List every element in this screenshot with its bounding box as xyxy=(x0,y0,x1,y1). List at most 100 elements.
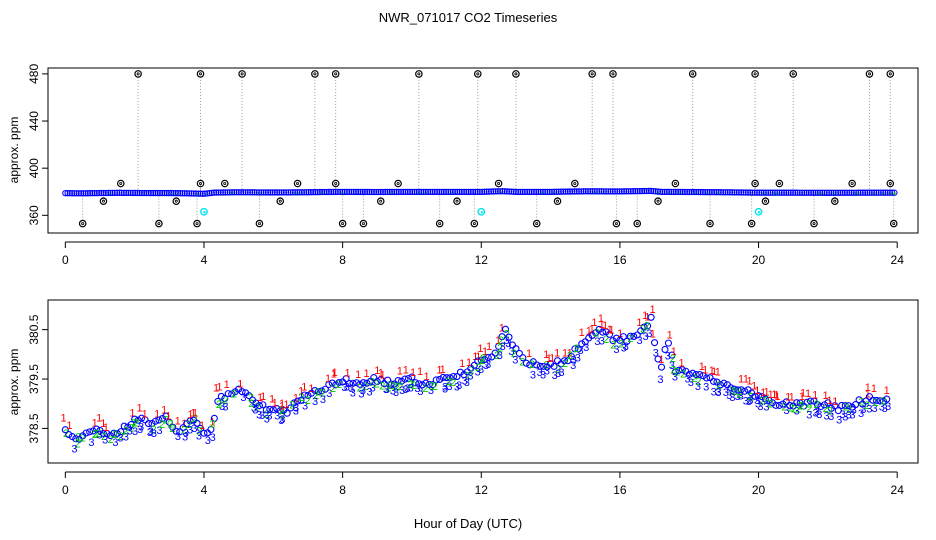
outlier-point-center xyxy=(867,72,871,76)
trend-point xyxy=(210,414,218,422)
outlier-point-center xyxy=(777,181,781,185)
trend-label-3: 3 xyxy=(613,344,619,356)
trend-point xyxy=(245,392,253,400)
baseline-point xyxy=(314,188,321,196)
trend-label-1: 1 xyxy=(549,352,555,364)
trend-label-1: 1 xyxy=(812,390,818,402)
trend-label-2: 2 xyxy=(96,428,102,440)
panel-top-all-measurements: approx. ppm 360 400 440 480 0 4 8 12 16 20 24 xyxy=(7,64,919,267)
trend-label-3: 3 xyxy=(196,430,202,442)
trend-label-2: 2 xyxy=(159,419,165,431)
trend-label-2: 2 xyxy=(465,370,471,382)
x-tick-label: 0 xyxy=(62,253,69,267)
trend-label-3: 3 xyxy=(755,399,761,411)
trend-label-3: 3 xyxy=(483,360,489,372)
baseline-point xyxy=(481,188,488,195)
trend-label-2: 2 xyxy=(475,362,481,374)
baseline-point xyxy=(857,189,864,196)
trend-point xyxy=(86,428,94,436)
outlier-point xyxy=(331,179,340,188)
baseline-point xyxy=(93,189,101,197)
trend-point xyxy=(803,398,811,406)
trend-point xyxy=(394,376,402,385)
trend-label-1: 1 xyxy=(644,312,650,324)
trend-point xyxy=(273,405,281,413)
trend-label-2: 2 xyxy=(394,382,400,394)
baseline-point xyxy=(469,188,477,196)
trend-point xyxy=(328,379,336,387)
baseline-point xyxy=(686,188,693,196)
trend-label-1: 1 xyxy=(711,366,717,378)
outlier-point-center xyxy=(892,222,896,226)
outlier-point-center xyxy=(753,72,757,76)
trend-label-3: 3 xyxy=(302,400,308,412)
trend-label-1: 1 xyxy=(751,381,757,393)
outlier-point xyxy=(99,197,108,205)
baseline-point xyxy=(98,189,105,197)
baseline-point xyxy=(679,188,686,196)
baseline-point xyxy=(418,188,425,196)
baseline-point xyxy=(636,187,643,195)
outlier-point xyxy=(706,219,714,228)
trend-label-2: 2 xyxy=(737,389,743,401)
outlier-point-center xyxy=(195,222,199,226)
trend-label-1: 1 xyxy=(799,391,805,403)
baseline-point xyxy=(519,188,526,196)
trend-point xyxy=(318,387,326,395)
trend-point xyxy=(657,363,666,371)
y-tick-label: 378.5 xyxy=(27,413,41,443)
trend-label-3: 3 xyxy=(828,411,834,423)
baseline-point xyxy=(197,190,204,197)
outlier-point xyxy=(331,70,340,78)
outlier-point xyxy=(474,70,482,78)
baseline-point xyxy=(490,188,497,195)
outlier-point-center xyxy=(791,72,795,76)
trend-point xyxy=(294,397,302,405)
baseline-point xyxy=(168,189,175,197)
baseline-point xyxy=(551,188,558,195)
baseline-point xyxy=(861,189,869,196)
outlier-point xyxy=(293,179,302,188)
trend-label-3: 3 xyxy=(537,367,543,379)
trend-label-1: 1 xyxy=(636,317,642,329)
vertical-dotted-lines-top xyxy=(82,73,895,224)
outlier-point-center xyxy=(535,222,539,226)
trend-label-3: 3 xyxy=(279,414,285,426)
trend-point xyxy=(605,330,614,338)
trend-label-3: 3 xyxy=(530,369,536,381)
trend-label-2: 2 xyxy=(223,395,229,407)
baseline-point xyxy=(600,188,607,195)
trend-label-2: 2 xyxy=(594,328,600,340)
trend-label-2: 2 xyxy=(123,425,129,437)
baseline-point xyxy=(618,188,625,195)
trend-label-1: 1 xyxy=(763,386,769,398)
trend-label-1: 1 xyxy=(216,381,222,393)
baseline-point xyxy=(465,188,472,196)
trend-label-2: 2 xyxy=(573,343,579,355)
outlier-point-center xyxy=(708,222,712,226)
trend-point xyxy=(709,377,718,385)
trend-point xyxy=(99,429,108,437)
baseline-point xyxy=(864,189,871,196)
trend-label-3: 3 xyxy=(112,437,118,449)
trend-label-1: 1 xyxy=(608,324,614,336)
baseline-point xyxy=(219,189,227,196)
trend-label-3: 3 xyxy=(851,405,857,417)
trend-label-3: 3 xyxy=(404,383,410,395)
baseline-point xyxy=(107,189,114,197)
baseline-point xyxy=(199,190,206,197)
trend-point xyxy=(446,374,454,382)
trend-label-1: 1 xyxy=(768,389,774,401)
baseline-point xyxy=(762,189,770,196)
trend-point xyxy=(179,424,187,432)
baseline-point xyxy=(668,188,675,196)
trend-label-2: 2 xyxy=(791,404,797,416)
trend-label-3: 3 xyxy=(858,408,864,420)
baseline-point xyxy=(95,189,103,197)
trend-point xyxy=(626,332,634,340)
outlier-point xyxy=(338,219,347,228)
baseline-point xyxy=(825,189,833,196)
outlier-point-center xyxy=(455,199,459,203)
trend-label-3: 3 xyxy=(264,413,270,425)
outlier-point xyxy=(886,70,895,78)
